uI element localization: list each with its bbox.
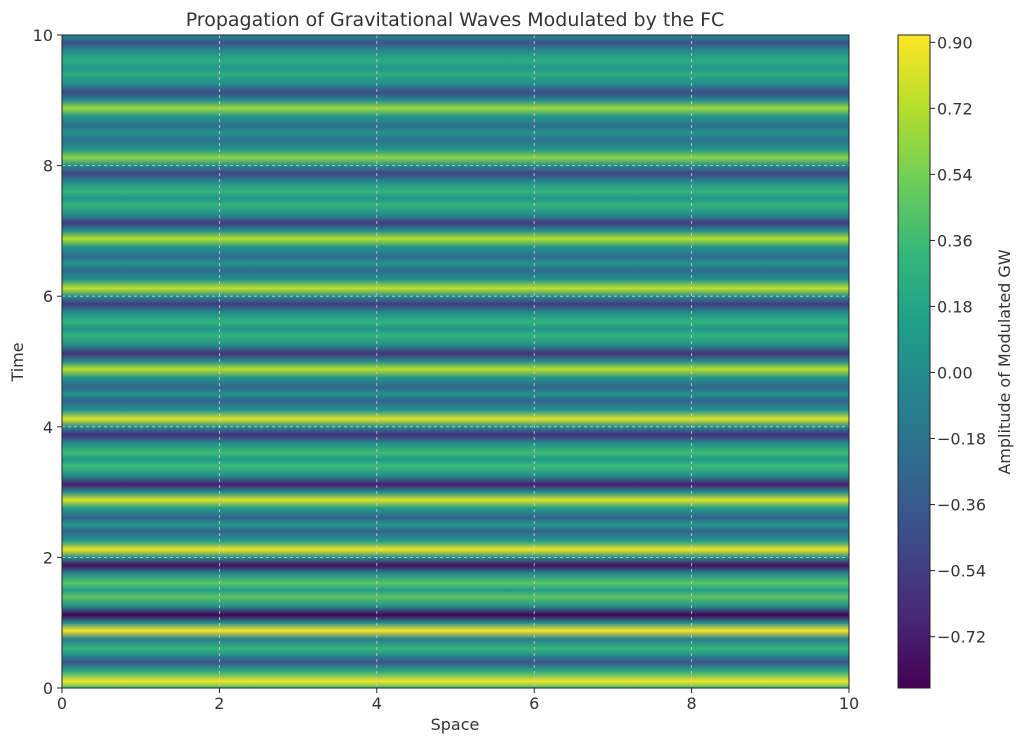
chart-title: Propagation of Gravitational Waves Modul… bbox=[186, 9, 725, 31]
heatmap-area bbox=[62, 35, 849, 688]
y-tick-label: 8 bbox=[43, 157, 53, 176]
x-tick-label: 2 bbox=[214, 694, 224, 713]
grid-lines bbox=[62, 35, 849, 688]
colorbar-tick-label: 0.72 bbox=[937, 99, 973, 118]
colorbar-ticks: 0.90 0.72 0.54 0.36 0.18 0.00 −0.18 −0.36 −0.54 −… bbox=[930, 33, 986, 647]
colorbar-tick-label: 0.36 bbox=[937, 231, 973, 250]
colorbar-tick-label: 0.54 bbox=[937, 165, 973, 184]
colorbar-tick-label: −0.36 bbox=[937, 496, 986, 515]
colorbar-tick-label: −0.54 bbox=[937, 562, 986, 581]
x-tick-label: 8 bbox=[687, 694, 697, 713]
colorbar-label: Amplitude of Modulated GW bbox=[995, 249, 1014, 474]
y-tick-label: 10 bbox=[33, 26, 53, 45]
x-tick-label: 0 bbox=[57, 694, 67, 713]
colorbar-tick-label: 0.90 bbox=[937, 33, 973, 52]
colorbar bbox=[897, 34, 931, 689]
y-tick-label: 2 bbox=[43, 548, 53, 567]
colorbar-tick-label: 0.18 bbox=[937, 297, 973, 316]
y-tick-label: 0 bbox=[43, 679, 53, 698]
colorbar-tick-label: −0.18 bbox=[937, 430, 986, 449]
x-tick-label: 6 bbox=[529, 694, 539, 713]
x-axis-ticks: 0 2 4 6 8 10 bbox=[57, 688, 859, 713]
colorbar-tick-label: 0.00 bbox=[937, 364, 973, 383]
x-tick-label: 10 bbox=[839, 694, 859, 713]
y-tick-label: 6 bbox=[43, 287, 53, 306]
colorbar-tick-label: −0.72 bbox=[937, 628, 986, 647]
x-tick-label: 4 bbox=[372, 694, 382, 713]
y-axis-label: Time bbox=[8, 342, 27, 382]
y-axis-ticks: 0 2 4 6 8 10 bbox=[33, 26, 62, 698]
y-tick-label: 4 bbox=[43, 418, 53, 437]
plot-frame bbox=[61, 34, 850, 689]
x-axis-label: Space bbox=[431, 715, 480, 734]
